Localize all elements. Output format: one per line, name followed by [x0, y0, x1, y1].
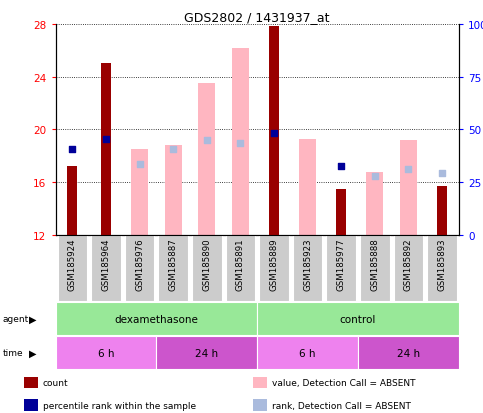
Point — [203, 138, 211, 144]
Bar — [259, 235, 289, 301]
Bar — [336, 189, 346, 235]
Text: agent: agent — [2, 314, 28, 323]
Text: ▶: ▶ — [29, 314, 37, 324]
Bar — [394, 235, 423, 301]
Text: control: control — [340, 314, 376, 324]
Bar — [192, 235, 222, 301]
Text: 24 h: 24 h — [195, 348, 218, 358]
Point — [438, 170, 446, 177]
Text: time: time — [2, 348, 23, 357]
Bar — [269, 27, 279, 235]
Text: GSM185893: GSM185893 — [438, 237, 447, 290]
Bar — [360, 235, 390, 301]
Text: 24 h: 24 h — [397, 348, 420, 358]
Bar — [56, 336, 156, 369]
Point — [69, 147, 76, 153]
Bar — [257, 336, 358, 369]
Bar — [158, 235, 188, 301]
Text: dexamethasone: dexamethasone — [114, 314, 199, 324]
Text: ▶: ▶ — [29, 348, 37, 358]
Bar — [131, 150, 148, 235]
Text: GSM185891: GSM185891 — [236, 237, 245, 290]
Point — [237, 140, 244, 147]
Point — [102, 136, 110, 142]
Bar — [400, 140, 417, 235]
Bar — [199, 84, 215, 235]
Point — [337, 164, 345, 170]
Text: GSM185892: GSM185892 — [404, 237, 413, 290]
Text: GSM185964: GSM185964 — [101, 237, 111, 290]
Text: GSM185888: GSM185888 — [370, 237, 379, 290]
Text: 6 h: 6 h — [299, 348, 316, 358]
Bar — [91, 235, 121, 301]
Title: GDS2802 / 1431937_at: GDS2802 / 1431937_at — [185, 11, 330, 24]
Bar — [367, 172, 383, 235]
Point — [170, 147, 177, 153]
Bar — [293, 235, 322, 301]
Bar — [257, 302, 459, 335]
Text: GSM185923: GSM185923 — [303, 237, 312, 290]
Bar — [165, 146, 182, 235]
Bar — [254, 377, 268, 388]
Bar — [437, 187, 447, 235]
Text: value, Detection Call = ABSENT: value, Detection Call = ABSENT — [272, 378, 416, 387]
Bar — [101, 64, 111, 235]
Point — [405, 166, 412, 173]
Text: GSM185889: GSM185889 — [270, 237, 279, 290]
Bar — [232, 48, 249, 235]
Bar — [156, 336, 257, 369]
Text: count: count — [43, 378, 68, 387]
Point — [136, 161, 143, 168]
Bar — [427, 235, 457, 301]
Bar — [299, 139, 316, 235]
Bar — [67, 167, 77, 235]
Text: GSM185890: GSM185890 — [202, 237, 211, 290]
Point — [371, 173, 379, 180]
Bar — [254, 399, 268, 411]
Text: GSM185977: GSM185977 — [337, 237, 346, 290]
Bar — [226, 235, 255, 301]
Text: GSM185924: GSM185924 — [68, 237, 77, 290]
Text: 6 h: 6 h — [98, 348, 114, 358]
Text: percentile rank within the sample: percentile rank within the sample — [43, 401, 196, 410]
Bar — [125, 235, 155, 301]
Text: GSM185976: GSM185976 — [135, 237, 144, 290]
Bar — [24, 399, 38, 411]
Bar — [57, 235, 87, 301]
Text: GSM185887: GSM185887 — [169, 237, 178, 290]
Text: rank, Detection Call = ABSENT: rank, Detection Call = ABSENT — [272, 401, 411, 410]
Bar — [358, 336, 459, 369]
Point — [270, 131, 278, 138]
Bar — [56, 302, 257, 335]
Bar — [24, 377, 38, 388]
Bar — [327, 235, 356, 301]
